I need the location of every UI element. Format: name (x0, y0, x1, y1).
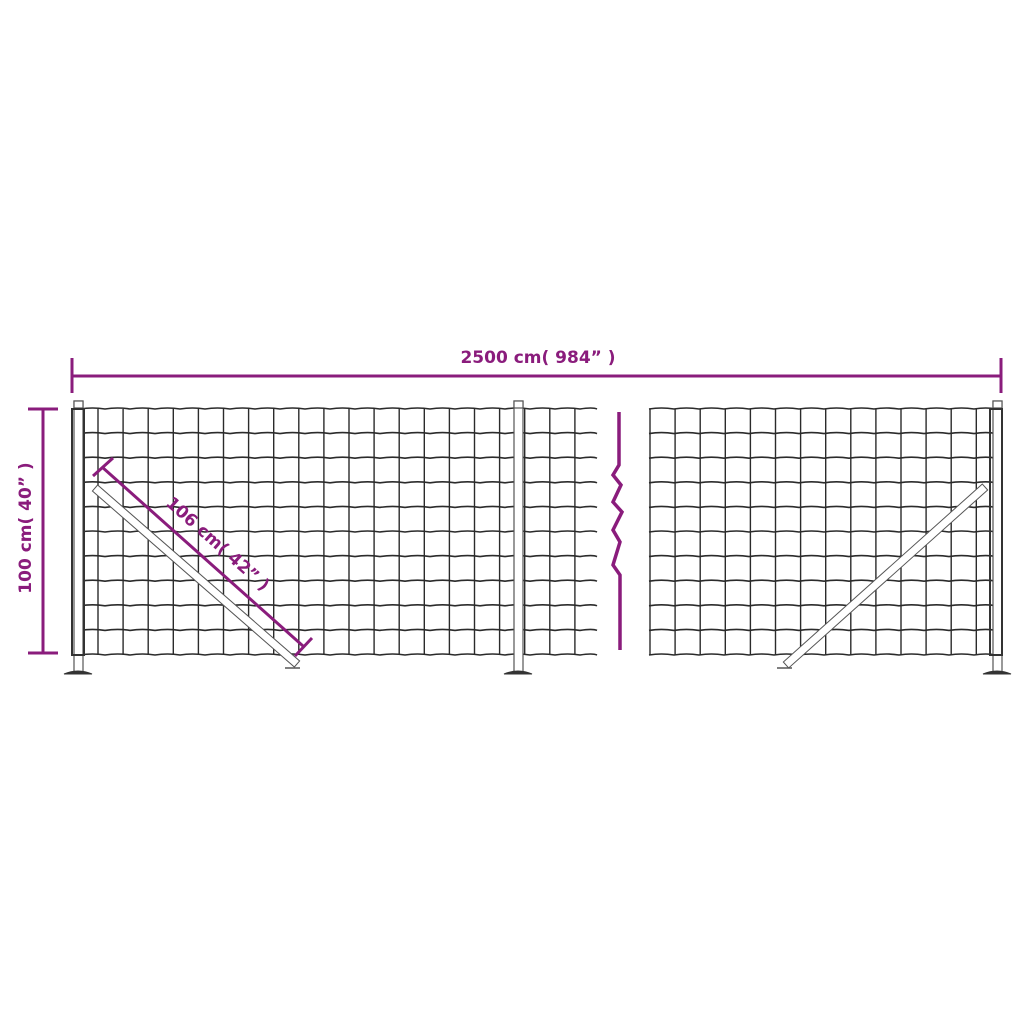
post-cap (992, 400, 1003, 409)
fence-post (992, 400, 1003, 674)
post-base-plate (63, 670, 93, 675)
brace-dimension (91, 456, 314, 658)
wire-mesh (79, 407, 997, 656)
post-base-plate (982, 670, 1012, 675)
length-dimension (70, 358, 1003, 393)
zigzag-break-icon (610, 412, 625, 650)
mesh-horizontal-wire (648, 554, 997, 558)
mesh-horizontal-wire (648, 604, 997, 607)
mesh-horizontal-wire (648, 481, 997, 484)
end-tension-bar (71, 408, 85, 656)
diagonal-brace (91, 484, 301, 668)
diagonal-brace (782, 483, 989, 669)
post-base-plate (503, 670, 533, 675)
mesh-horizontal-wire (648, 530, 997, 533)
mesh-horizontal-wire (648, 653, 997, 656)
mesh-horizontal-wire (648, 431, 997, 435)
end-tension-bar (989, 408, 1003, 656)
fence-post (73, 400, 84, 674)
mesh-horizontal-wire (648, 505, 997, 509)
fence-post (513, 400, 524, 674)
mesh-horizontal-wire (648, 456, 997, 460)
post-cap (73, 400, 84, 409)
height-dimension (28, 407, 58, 655)
post-cap (513, 400, 524, 409)
height-label: 100 cm( 40” ) (16, 462, 36, 593)
mesh-horizontal-wire (648, 579, 997, 583)
fence-posts (63, 400, 1012, 675)
length-label: 2500 cm( 984” ) (460, 348, 615, 368)
mesh-horizontal-wire (648, 407, 997, 410)
